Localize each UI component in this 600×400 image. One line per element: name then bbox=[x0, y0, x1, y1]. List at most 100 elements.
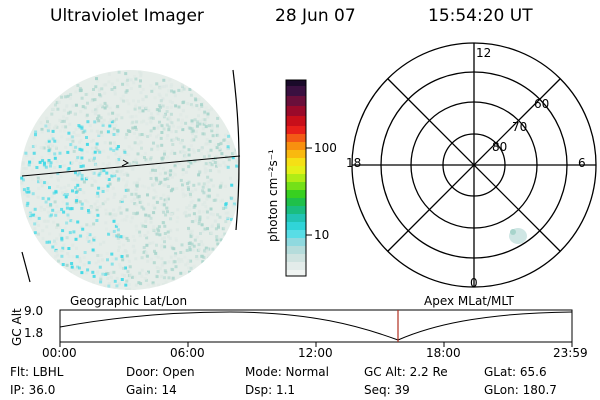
emission-pixel bbox=[116, 167, 120, 171]
emission-pixel bbox=[28, 146, 32, 150]
emission-pixel bbox=[90, 140, 93, 143]
emission-pixel bbox=[46, 219, 50, 223]
emission-pixel bbox=[102, 240, 106, 244]
emission-pixel bbox=[138, 200, 142, 204]
emission-pixel bbox=[80, 125, 84, 129]
emission-pixel bbox=[109, 230, 113, 234]
emission-pixel bbox=[60, 160, 64, 164]
emission-pixel bbox=[99, 116, 103, 120]
emission-pixel bbox=[92, 238, 96, 242]
emission-pixel bbox=[159, 136, 163, 140]
emission-pixel bbox=[211, 134, 215, 138]
emission-pixel bbox=[71, 189, 74, 193]
emission-pixel bbox=[53, 152, 57, 156]
emission-pixel bbox=[154, 251, 158, 255]
emission-pixel bbox=[144, 225, 148, 228]
emission-pixel bbox=[158, 267, 162, 271]
emission-pixel bbox=[192, 212, 196, 216]
emission-pixel bbox=[125, 236, 129, 240]
emission-pixel bbox=[74, 190, 78, 194]
emission-pixel bbox=[66, 150, 70, 154]
emission-pixel bbox=[76, 220, 80, 224]
emission-pixel bbox=[137, 99, 140, 103]
emission-pixel bbox=[216, 213, 220, 217]
emission-pixel bbox=[179, 113, 183, 117]
emission-pixel bbox=[232, 198, 236, 202]
emission-pixel bbox=[159, 99, 163, 103]
emission-pixel bbox=[36, 195, 40, 199]
emission-pixel bbox=[122, 266, 125, 270]
emission-pixel bbox=[185, 206, 189, 210]
emission-pixel bbox=[123, 274, 127, 278]
emission-pixel bbox=[215, 154, 219, 158]
emission-pixel bbox=[207, 180, 211, 184]
emission-pixel bbox=[119, 173, 123, 177]
emission-pixel bbox=[125, 82, 129, 86]
emission-pixel bbox=[132, 99, 135, 103]
emission-pixel bbox=[219, 199, 223, 203]
emission-pixel bbox=[144, 216, 148, 220]
emission-pixel bbox=[70, 135, 73, 139]
emission-pixel bbox=[158, 172, 162, 176]
emission-pixel bbox=[132, 250, 136, 254]
emission-pixel bbox=[192, 244, 196, 248]
emission-pixel bbox=[217, 169, 221, 173]
emission-pixel bbox=[47, 160, 50, 164]
emission-pixel bbox=[158, 233, 162, 237]
emission-pixel bbox=[234, 148, 238, 152]
emission-pixel bbox=[92, 222, 96, 226]
emission-pixel bbox=[217, 134, 221, 138]
emission-pixel bbox=[95, 107, 99, 110]
emission-pixel bbox=[110, 279, 114, 283]
emission-pixel bbox=[130, 199, 134, 203]
emission-pixel bbox=[137, 198, 141, 202]
emission-pixel bbox=[105, 104, 109, 108]
emission-pixel bbox=[177, 257, 180, 261]
emission-pixel bbox=[76, 84, 80, 87]
emission-pixel bbox=[219, 142, 223, 146]
emission-pixel bbox=[109, 131, 113, 135]
emission-pixel bbox=[31, 208, 35, 212]
emission-pixel bbox=[160, 244, 164, 248]
emission-pixel bbox=[112, 213, 115, 217]
emission-pixel bbox=[179, 141, 183, 145]
emission-pixel bbox=[181, 183, 184, 187]
emission-pixel bbox=[67, 217, 71, 220]
emission-pixel bbox=[232, 151, 236, 155]
emission-pixel bbox=[176, 208, 180, 212]
emission-pixel bbox=[132, 132, 136, 135]
emission-pixel bbox=[61, 200, 65, 204]
emission-pixel bbox=[40, 184, 44, 188]
emission-pixel bbox=[120, 199, 124, 203]
emission-pixel bbox=[182, 211, 186, 215]
emission-pixel bbox=[119, 235, 123, 239]
emission-pixel bbox=[205, 248, 209, 252]
emission-pixel bbox=[107, 178, 111, 181]
emission-pixel bbox=[83, 251, 87, 254]
emission-pixel bbox=[119, 211, 123, 215]
emission-pixel bbox=[181, 188, 185, 192]
emission-pixel bbox=[37, 223, 41, 227]
emission-pixel bbox=[170, 83, 174, 87]
emission-pixel bbox=[218, 163, 222, 167]
emission-pixel bbox=[169, 255, 173, 259]
emission-pixel bbox=[24, 167, 28, 170]
emission-pixel bbox=[143, 250, 147, 254]
emission-pixel bbox=[56, 172, 60, 176]
emission-pixel bbox=[117, 70, 121, 74]
emission-pixel bbox=[94, 112, 98, 116]
emission-pixel bbox=[31, 177, 35, 181]
emission-pixel bbox=[62, 210, 66, 214]
emission-pixel bbox=[93, 98, 97, 102]
emission-pixel bbox=[174, 237, 178, 241]
emission-pixel bbox=[153, 249, 156, 253]
emission-pixel bbox=[230, 197, 234, 201]
emission-pixel bbox=[79, 165, 83, 168]
emission-pixel bbox=[189, 266, 193, 270]
emission-pixel bbox=[167, 276, 171, 280]
emission-pixel bbox=[198, 170, 202, 174]
emission-pixel bbox=[50, 112, 54, 116]
emission-pixel bbox=[149, 220, 153, 224]
emission-pixel bbox=[217, 245, 221, 249]
emission-pixel bbox=[55, 237, 59, 241]
